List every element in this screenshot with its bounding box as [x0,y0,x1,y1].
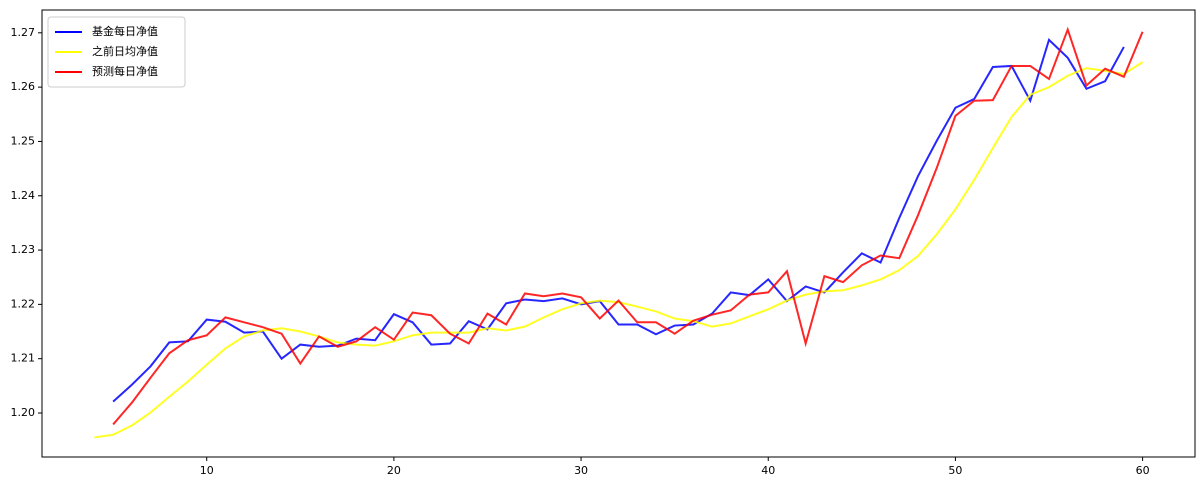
y-tick-label: 1.23 [11,243,36,256]
y-tick-label: 1.25 [11,134,36,147]
x-tick-label: 20 [387,464,401,477]
x-tick-label: 50 [948,464,962,477]
series-line [112,38,1125,403]
series-line [94,61,1144,439]
plot-frame [41,9,1196,458]
x-tick-label: 60 [1136,464,1150,477]
y-tick-label: 1.27 [11,26,36,39]
legend-label: 基金每日净值 [92,24,158,38]
x-tick-label: 30 [574,464,588,477]
y-tick-label: 1.22 [11,297,36,310]
x-tick-label: 40 [761,464,775,477]
x-tick-label: 10 [200,464,214,477]
legend-label: 之前日均净值 [92,44,158,58]
series-line [112,26,1144,426]
y-tick-label: 1.20 [11,406,36,419]
y-tick-label: 1.26 [11,80,36,93]
y-tick-label: 1.21 [11,352,36,365]
legend-frame [47,16,186,88]
y-tick-label: 1.24 [11,189,36,202]
legend-label: 预测每日净值 [92,64,158,78]
